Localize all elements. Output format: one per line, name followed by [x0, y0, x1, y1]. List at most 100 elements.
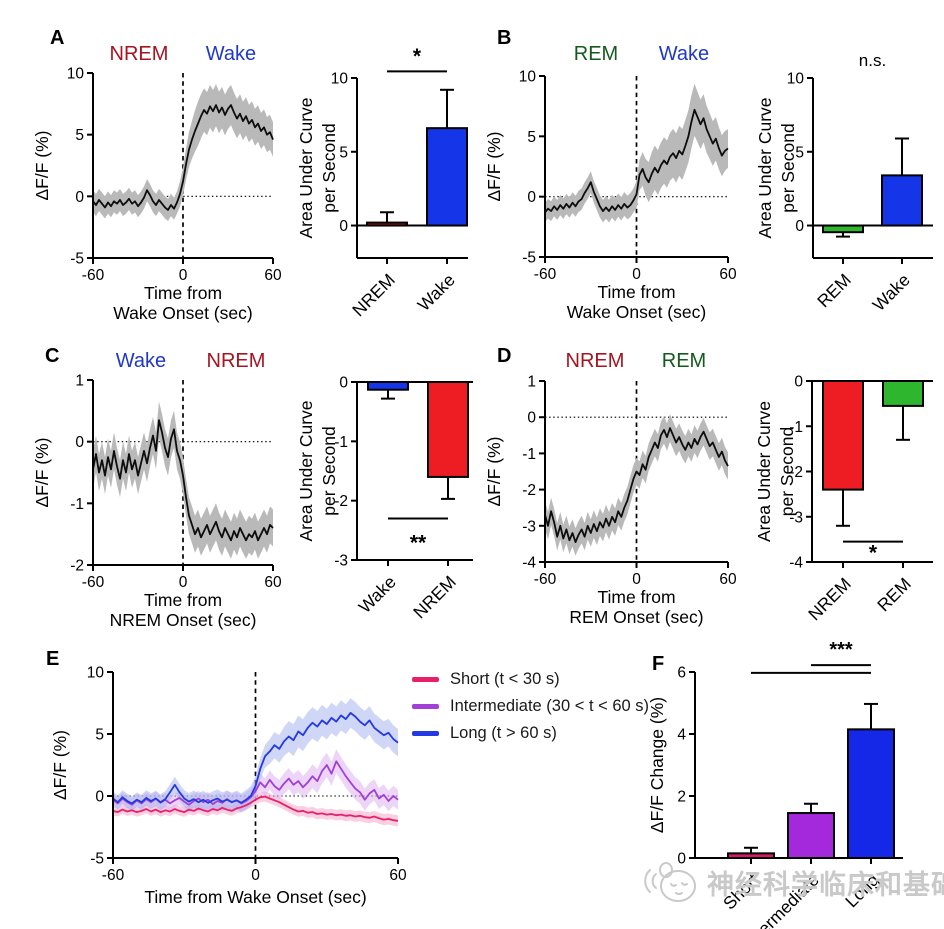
category-label: NREM	[348, 270, 399, 321]
bar-wake	[367, 381, 409, 391]
y-tick-label: -3	[789, 509, 803, 526]
significance-label: n.s.	[859, 51, 886, 70]
x-tick-label: 60	[719, 571, 737, 588]
y-tick-label: 10	[67, 66, 85, 83]
y-tick-label: -5	[90, 851, 104, 868]
sem-band	[545, 83, 728, 223]
y-axis-label: per Second	[319, 426, 339, 516]
y-tick-label: 0	[339, 375, 348, 392]
y-tick-label: -2	[334, 493, 348, 510]
y-tick-label: 0	[794, 374, 803, 391]
y-axis-label: ΔF/F (%)	[32, 437, 52, 507]
y-axis-label: Area Under Curve	[754, 401, 774, 542]
y-tick-label: 1	[527, 374, 536, 391]
y-tick-label: -5	[522, 250, 536, 267]
phase-label: NREM	[207, 350, 266, 372]
panel-A-bar: 10 5 0 NREM Wake Area Under Curve per Second *	[296, 45, 468, 320]
panel-C-bar: 0 -1 -2 -3 Wake NREM Area Under Curve per Secon…	[296, 375, 473, 622]
sem-band	[545, 414, 728, 556]
y-tick-label: 5	[527, 129, 536, 146]
trace-line	[92, 104, 274, 211]
x-tick-label: 0	[179, 267, 188, 284]
y-tick-label: 5	[95, 727, 104, 744]
y-axis-label: ΔF/F (%)	[484, 436, 504, 506]
phase-label: NREM	[566, 350, 625, 372]
x-tick-label: -60	[82, 574, 105, 591]
y-axis-label: ΔF/F Change (%)	[647, 697, 667, 833]
trace-line	[92, 419, 274, 542]
x-tick-label: -60	[102, 867, 125, 884]
y-tick-label: 10	[519, 69, 537, 86]
y-axis-label: Area Under Curve	[296, 400, 316, 541]
panel-letter-E: E	[46, 648, 59, 670]
bar-rem	[822, 224, 864, 234]
y-tick-label: -4	[789, 555, 803, 572]
y-tick-label: -1	[70, 496, 84, 513]
y-tick-label: -2	[522, 482, 536, 499]
x-axis-label: Time from Wake Onset (sec)	[144, 887, 366, 907]
legend-item-intermediate: Intermediate (30 < t < 60 s)	[412, 693, 649, 720]
bar-nrem	[427, 381, 469, 478]
y-tick-label: -2	[789, 464, 803, 481]
category-label: Wake	[355, 572, 400, 617]
y-tick-label: -1	[522, 446, 536, 463]
y-tick-label: -4	[522, 555, 536, 572]
phase-label: Wake	[659, 43, 709, 65]
sem-band	[93, 84, 273, 221]
bar-wake	[881, 174, 923, 227]
y-tick-label: 0	[95, 789, 104, 806]
x-tick-label: -60	[534, 266, 557, 283]
panel-letter-A: A	[50, 27, 64, 49]
y-tick-label: 0	[677, 851, 686, 868]
y-tick-label: 1	[75, 373, 84, 390]
short-swatch-icon	[412, 677, 439, 682]
significance-label: ***	[829, 639, 853, 661]
long-swatch-icon	[412, 731, 439, 736]
bar-intermediate	[787, 812, 835, 859]
intermediate-swatch-icon	[412, 704, 439, 709]
y-tick-label: -5	[70, 251, 84, 268]
significance-label: *	[869, 542, 878, 565]
category-label: Wake	[869, 270, 914, 315]
x-tick-label: 60	[389, 867, 407, 884]
bar-long	[847, 728, 895, 859]
phase-label: Wake	[116, 350, 166, 372]
panel-E: E 10 5 0 -5-60 0 60 Time from Wake Onset (sec) Δ…	[46, 648, 407, 907]
x-axis-label: Time from	[144, 283, 222, 303]
phase-label: NREM	[110, 43, 169, 65]
y-axis-label: ΔF/F (%)	[484, 131, 504, 201]
trace-line	[112, 712, 399, 805]
y-axis-label: Area Under Curve	[296, 97, 316, 238]
y-tick-label: 10	[331, 71, 349, 88]
panel-letter-F: F	[652, 653, 664, 675]
panel-E-legend: Short (t < 30 s) Intermediate (30 < t < …	[412, 666, 649, 747]
y-tick-label: -1	[334, 434, 348, 451]
category-label: REM	[813, 270, 855, 312]
y-tick-label: 5	[339, 144, 348, 161]
y-axis-label: per Second	[319, 123, 339, 213]
y-tick-label: 10	[787, 71, 805, 88]
x-tick-label: 60	[264, 267, 282, 284]
y-tick-label: 0	[339, 218, 348, 235]
x-tick-label: 60	[719, 266, 737, 283]
y-tick-label: 0	[795, 218, 804, 235]
y-tick-label: 0	[75, 434, 84, 451]
y-tick-label: -3	[334, 553, 348, 570]
y-tick-label: 2	[677, 789, 686, 806]
sem-band	[113, 791, 398, 827]
x-axis-label: NREM Onset (sec)	[110, 610, 257, 630]
legend-item-long: Long (t > 60 s)	[412, 720, 649, 747]
x-tick-label: 60	[264, 574, 282, 591]
y-tick-label: -3	[522, 518, 536, 535]
trace-line	[544, 108, 729, 213]
x-axis-label: REM Onset (sec)	[569, 607, 703, 627]
y-tick-label: 5	[75, 127, 84, 144]
panel-B-bar: 10 5 0 REM Wake Area Under Curve per Second n.s…	[755, 51, 933, 315]
